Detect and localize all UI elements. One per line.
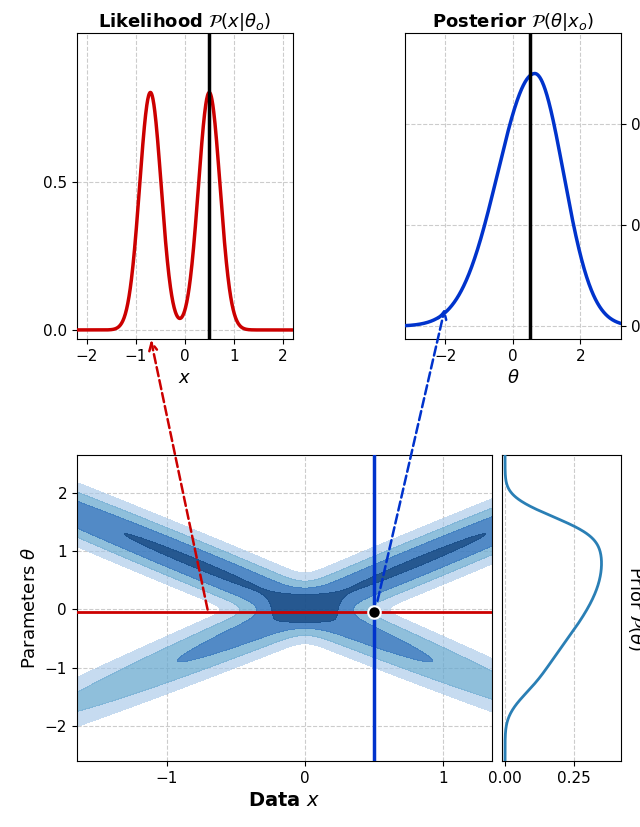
X-axis label: $x$: $x$ (178, 369, 191, 387)
Y-axis label: Parameters $\theta$: Parameters $\theta$ (21, 547, 39, 669)
Title: Likelihood $\mathcal{P}(x|\theta_o)$: Likelihood $\mathcal{P}(x|\theta_o)$ (98, 11, 271, 33)
Title: Posterior $\mathcal{P}(\theta|x_o)$: Posterior $\mathcal{P}(\theta|x_o)$ (432, 11, 594, 33)
X-axis label: $\theta$: $\theta$ (506, 369, 519, 387)
Y-axis label: Prior $\mathcal{P}(\theta)$: Prior $\mathcal{P}(\theta)$ (626, 566, 640, 650)
X-axis label: Data $x$: Data $x$ (248, 791, 321, 810)
